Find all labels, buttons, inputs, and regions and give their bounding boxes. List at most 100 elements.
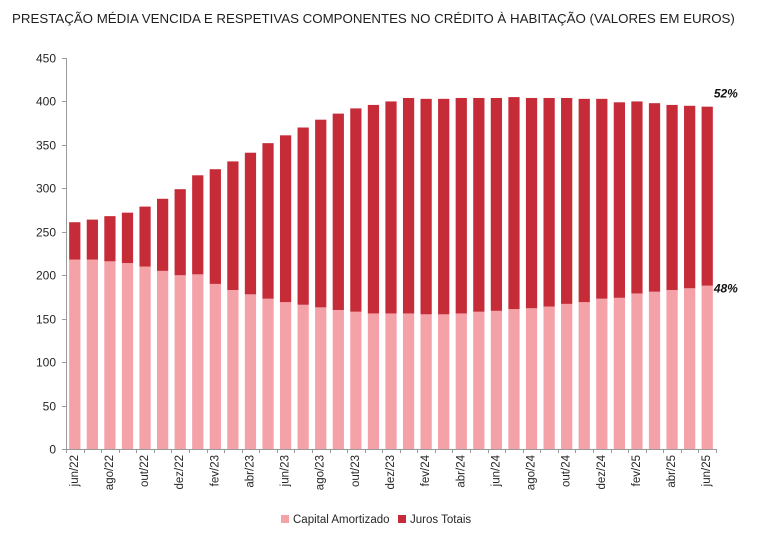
bar-juros-totais (561, 97, 573, 304)
y-tick-label: 200 (36, 269, 56, 283)
x-tick-label: abr/25 (666, 455, 678, 488)
bar-capital-amortizado (473, 311, 485, 449)
bar-juros-totais (648, 103, 661, 292)
bar-juros-totais (438, 98, 450, 315)
x-tick-label: out/24 (561, 454, 573, 487)
bar-capital-amortizado (596, 298, 608, 449)
bar-capital-amortizado (561, 303, 573, 449)
bars (69, 97, 713, 449)
x-tick-label: jun/25 (701, 455, 713, 487)
x-tick-label: out/22 (139, 455, 151, 487)
bar-capital-amortizado (385, 313, 397, 449)
bar-juros-totais (69, 222, 81, 260)
bar-juros-totais (420, 98, 432, 315)
bar-juros-totais (367, 104, 380, 314)
bar-juros-totais (227, 161, 239, 290)
bar-capital-amortizado (121, 263, 134, 449)
bar-capital-amortizado (684, 288, 696, 449)
bar-capital-amortizado (244, 294, 257, 449)
x-tick-label: abr/24 (455, 454, 467, 487)
bar-capital-amortizado (209, 283, 221, 449)
bar-capital-amortizado (438, 314, 450, 449)
bar-capital-amortizado (297, 304, 309, 449)
bar-capital-amortizado (174, 275, 186, 449)
bar-juros-totais (490, 97, 503, 311)
bar-capital-amortizado (262, 298, 274, 449)
bar-capital-amortizado (420, 314, 432, 449)
bar-capital-amortizado (367, 313, 380, 449)
legend-swatch-capital-amortizado (281, 515, 289, 523)
bar-juros-totais (596, 98, 608, 299)
bar-capital-amortizado (192, 274, 204, 449)
y-tick-label: 0 (49, 443, 56, 457)
bar-juros-totais (104, 216, 116, 262)
x-tick-label: ago/22 (104, 455, 116, 490)
bar-capital-amortizado (455, 313, 467, 449)
x-tick-label: jun/22 (69, 455, 81, 487)
bar-juros-totais (192, 175, 204, 275)
annotation-juros-totais: 52% (714, 87, 738, 101)
x-tick-label: fev/25 (631, 455, 643, 486)
annotation-capital-amortizado: 48% (713, 282, 738, 296)
bar-juros-totais (350, 108, 362, 312)
bar-capital-amortizado (666, 289, 678, 449)
y-tick-label: 350 (36, 139, 56, 153)
legend-label-juros-totais: Juros Totais (410, 514, 471, 526)
legend-label-capital-amortizado: Capital Amortizado (293, 514, 390, 526)
bar-capital-amortizado (157, 270, 169, 449)
x-tick-label: ago/24 (526, 454, 538, 490)
x-tick-label: jun/24 (490, 454, 502, 487)
x-tick-label: ago/23 (315, 455, 327, 490)
bar-juros-totais (525, 97, 538, 309)
bar-juros-totais (666, 104, 678, 290)
bar-capital-amortizado (701, 285, 713, 449)
y-tick-label: 450 (36, 52, 56, 66)
y-tick-label: 100 (36, 356, 56, 370)
bar-capital-amortizado (139, 266, 151, 449)
x-tick-label: fev/24 (420, 454, 432, 486)
legend-swatch-juros-totais (398, 515, 406, 523)
x-tick-label: abr/23 (244, 455, 256, 488)
bar-juros-totais (385, 101, 397, 314)
bar-capital-amortizado (508, 309, 520, 449)
bar-capital-amortizado (279, 302, 292, 449)
bar-capital-amortizado (315, 307, 327, 449)
x-tick-label: out/23 (350, 455, 362, 487)
x-tick-label: fev/23 (209, 455, 221, 486)
legend: Capital Amortizado Juros Totais (281, 514, 471, 526)
bar-juros-totais (315, 119, 327, 308)
bar-juros-totais (578, 98, 590, 303)
x-tick-label: jun/23 (280, 455, 292, 487)
bar-capital-amortizado (525, 308, 538, 449)
bar-juros-totais (139, 206, 151, 267)
bar-capital-amortizado (332, 309, 344, 449)
bar-juros-totais (262, 143, 274, 299)
bar-juros-totais (543, 97, 555, 307)
bar-juros-totais (209, 169, 221, 284)
bar-capital-amortizado (402, 313, 415, 449)
bar-juros-totais (631, 101, 643, 294)
bar-capital-amortizado (578, 302, 590, 449)
x-tick-label: dez/23 (385, 455, 397, 490)
bar-capital-amortizado (543, 306, 555, 449)
bar-capital-amortizado (227, 289, 239, 449)
y-axis: 0 50 100 150 200 250 300 350 400 450 (36, 52, 67, 457)
bar-juros-totais (455, 97, 467, 314)
bar-juros-totais (279, 135, 292, 303)
bar-juros-totais (121, 212, 134, 264)
bar-juros-totais (157, 198, 169, 271)
y-tick-label: 250 (36, 226, 56, 240)
bar-juros-totais (297, 127, 309, 305)
bar-capital-amortizado (86, 259, 98, 449)
bar-juros-totais (402, 97, 415, 314)
bar-capital-amortizado (104, 261, 116, 449)
bar-juros-totais (701, 106, 713, 286)
x-tick-label: dez/24 (596, 454, 608, 489)
bar-capital-amortizado (350, 311, 362, 449)
x-axis: jun/22 ago/22 out/22 dez/22 fev/23 abr/23 jun/… (66, 449, 717, 490)
bar-juros-totais (86, 219, 98, 260)
y-tick-label: 300 (36, 182, 56, 196)
bar-juros-totais (174, 189, 186, 276)
bar-capital-amortizado (613, 297, 625, 449)
